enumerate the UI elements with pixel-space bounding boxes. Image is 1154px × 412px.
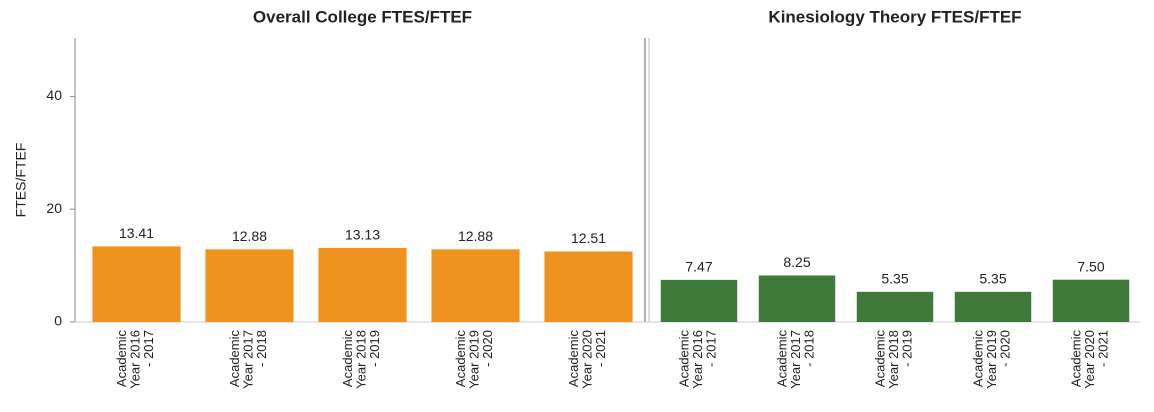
value-label: 13.41	[119, 225, 154, 241]
value-label: 12.51	[571, 230, 606, 246]
bar	[92, 246, 181, 322]
x-tick-label: AcademicYear 2016- 2017	[114, 330, 156, 389]
y-tick-label: 0	[54, 313, 62, 329]
x-tick-label: AcademicYear 2020- 2021	[566, 330, 608, 389]
chart-title: Overall College FTES/FTEF	[253, 7, 472, 26]
value-label: 12.88	[458, 228, 493, 244]
bar	[1052, 279, 1130, 322]
x-tick-label: AcademicYear 2017- 2018	[227, 330, 269, 389]
value-label: 13.13	[345, 227, 380, 243]
x-tick-label: AcademicYear 2020- 2021	[1069, 330, 1111, 389]
bar	[954, 291, 1032, 322]
y-tick-label: 20	[46, 200, 62, 216]
x-tick-label: AcademicYear 2017- 2018	[775, 330, 817, 389]
value-label: 7.47	[685, 259, 712, 275]
value-label: 5.35	[881, 271, 908, 287]
x-tick-label: AcademicYear 2018- 2019	[873, 330, 915, 389]
x-tick-label: AcademicYear 2016- 2017	[677, 330, 719, 389]
chart-title: Kinesiology Theory FTES/FTEF	[768, 7, 1021, 26]
bar	[660, 279, 738, 322]
value-label: 8.25	[783, 254, 810, 270]
bar	[205, 249, 294, 322]
bar	[318, 247, 407, 322]
value-label: 7.50	[1077, 258, 1104, 274]
y-tick-label: 40	[46, 87, 62, 103]
x-tick-label: AcademicYear 2019- 2020	[453, 330, 495, 389]
value-label: 5.35	[979, 271, 1006, 287]
x-tick-label: AcademicYear 2018- 2019	[340, 330, 382, 389]
bar	[544, 251, 633, 322]
bar	[856, 291, 934, 322]
bar	[431, 249, 520, 322]
y-axis-label: FTES/FTEF	[13, 143, 29, 218]
bar	[758, 275, 836, 322]
value-label: 12.88	[232, 228, 267, 244]
x-tick-label: AcademicYear 2019- 2020	[971, 330, 1013, 389]
